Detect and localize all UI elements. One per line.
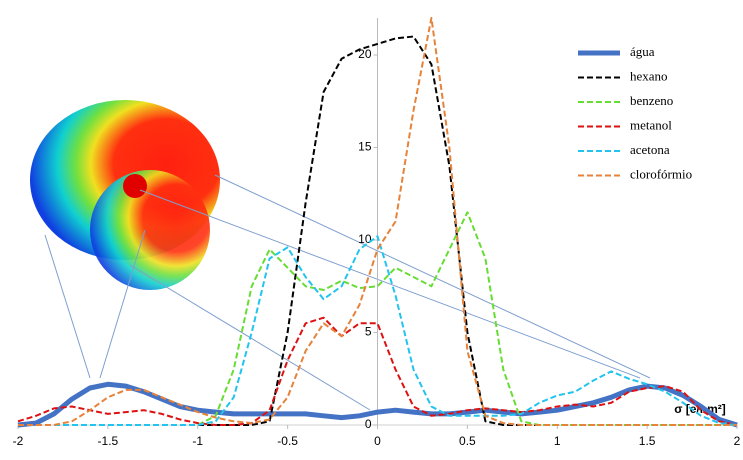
legend-label: metanol <box>630 117 672 132</box>
legend-label: água <box>630 44 655 59</box>
y-tick-label: 0 <box>365 417 372 431</box>
molecule <box>30 100 651 411</box>
x-tick-label: 1.5 <box>639 434 656 448</box>
x-tick-label: -2 <box>13 434 24 448</box>
x-tick-label: 0.5 <box>459 434 476 448</box>
legend: água hexano benzeno metanol acetona clorofórm… <box>578 44 692 181</box>
x-tick-label: -0.5 <box>277 434 298 448</box>
legend-label: acetona <box>630 142 670 157</box>
x-tick-label: -1 <box>192 434 203 448</box>
legend-label: benzeno <box>630 93 673 108</box>
series-line <box>17 316 738 426</box>
y-tick-label: 5 <box>365 325 372 339</box>
y-tick-label: 20 <box>358 47 372 61</box>
series-line <box>18 17 737 426</box>
x-tick-label: 1 <box>554 434 561 448</box>
y-tick-label: 15 <box>358 140 372 154</box>
legend-label: clorofórmio <box>630 166 692 181</box>
x-tick-label: 0 <box>374 434 381 448</box>
x-tick-label: 2 <box>734 434 741 448</box>
x-tick-label: -1.5 <box>98 434 119 448</box>
legend-label: hexano <box>630 68 668 83</box>
series-line <box>18 235 738 426</box>
y-tick-label: 10 <box>358 232 372 246</box>
